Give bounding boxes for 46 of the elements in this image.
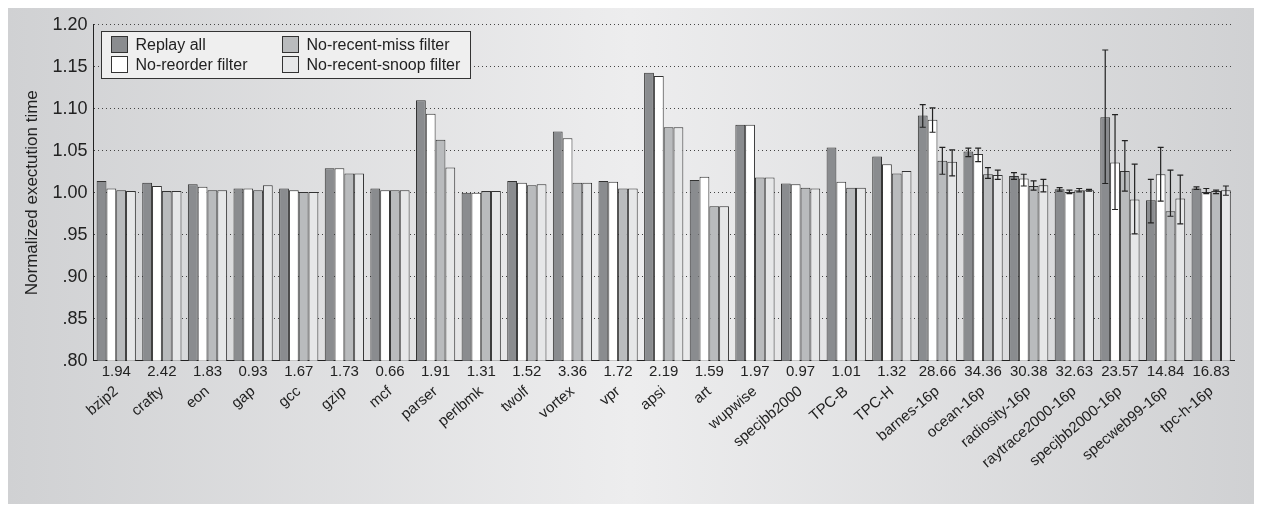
x-tick-label: eon — [181, 381, 213, 412]
annotation: 34.36 — [964, 362, 1002, 380]
annotation: 1.83 — [192, 362, 223, 380]
y-tick-label: 1.05 — [52, 139, 88, 160]
annotation: 32.63 — [1055, 362, 1094, 380]
annotation: 1.73 — [329, 362, 359, 380]
annotation: 2.42 — [147, 362, 177, 380]
y-tick-label: 1.00 — [52, 181, 88, 202]
annotation: 3.36 — [557, 362, 588, 380]
annotation: 23.57 — [1101, 362, 1139, 380]
annotation: 2.19 — [649, 362, 679, 380]
annotation: 1.67 — [284, 362, 314, 380]
annotation: 16.83 — [1192, 362, 1230, 380]
x-tick-label: vpr — [595, 381, 623, 409]
y-tick-label: .90 — [62, 265, 88, 286]
y-tick-label: .95 — [62, 223, 88, 244]
legend-label: No-reorder filter — [135, 55, 248, 74]
legend-label: Replay all — [135, 35, 206, 54]
annotation: 0.97 — [785, 362, 816, 380]
annotation: 28.66 — [918, 362, 957, 380]
x-tick-label: gcc — [274, 381, 304, 410]
annotation: 1.31 — [466, 362, 496, 380]
annotation: 1.72 — [603, 362, 633, 380]
y-tick-label: .80 — [62, 349, 88, 370]
annotation: 0.93 — [238, 362, 268, 380]
annotation: 0.66 — [375, 362, 405, 380]
x-tick-label: gap — [227, 381, 258, 412]
y-tick-label: 1.10 — [52, 97, 88, 118]
annotation: 1.94 — [101, 362, 131, 380]
annotation: 1.91 — [421, 362, 451, 380]
x-tick-label: gzip — [316, 381, 349, 413]
annotation: 30.38 — [1009, 362, 1048, 380]
legend-label: No-recent-miss filter — [306, 35, 450, 54]
y-axis-title: Normalized exectution time — [21, 90, 41, 296]
legend-label: No-recent-snoop filter — [306, 55, 461, 74]
annotation: 1.52 — [512, 362, 542, 380]
annotation: 1.32 — [877, 362, 907, 380]
annotation: 1.59 — [694, 362, 724, 380]
y-tick-label: 1.20 — [52, 13, 88, 34]
annotation: 14.84 — [1146, 362, 1185, 380]
x-tick-label: mcf — [365, 381, 396, 411]
annotation: 1.01 — [831, 362, 861, 380]
x-tick-label: apsi — [636, 381, 669, 413]
annotation: 1.97 — [740, 362, 770, 380]
y-tick-label: .85 — [62, 307, 88, 328]
y-tick-label: 1.15 — [52, 55, 88, 76]
